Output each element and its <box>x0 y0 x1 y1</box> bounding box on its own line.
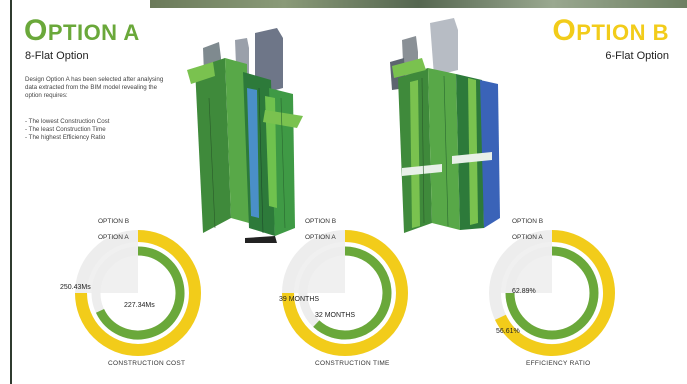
bullet-item: The highest Efficiency Ratio <box>25 134 175 142</box>
option-b-label: OPTION B <box>98 218 130 225</box>
option-b-value: 56.61% <box>496 328 520 335</box>
bullet-item: The least Construction Time <box>25 126 175 134</box>
chart-svg <box>282 230 408 356</box>
option-a-label: OPTION A <box>512 234 543 241</box>
option-b-label: OPTION B <box>512 218 544 225</box>
option-b-value: 39 MONTHS <box>279 296 320 303</box>
option-a-value: 227.34Ms <box>124 302 155 309</box>
chart-caption: CONSTRUCTION TIME <box>315 360 390 367</box>
option-a-arc <box>313 246 392 340</box>
option-a-subtitle: 8-Flat Option <box>25 50 89 62</box>
bullet-item: The lowest Construction Cost <box>25 118 175 126</box>
chart-caption: CONSTRUCTION COST <box>108 360 186 367</box>
option-a-value: 62.89% <box>512 288 536 295</box>
option-b-arc <box>282 230 408 356</box>
option-a-description: Design Option A has been selected after … <box>25 76 164 99</box>
option-b-building-image <box>390 18 500 233</box>
option-a-label: OPTION A <box>305 234 336 241</box>
chart-svg <box>75 230 201 356</box>
chart-construction-cost: OPTION B OPTION A 250.43Ms 227.34Ms CONS… <box>58 208 208 378</box>
option-b-arc <box>494 230 615 356</box>
option-b-value: 250.43Ms <box>60 284 91 291</box>
option-a-label: OPTION A <box>98 234 129 241</box>
chart-svg <box>489 230 615 356</box>
option-a-arc <box>505 246 599 340</box>
option-b-label: OPTION B <box>305 218 337 225</box>
option-a-value: 32 MONTHS <box>315 312 356 319</box>
chart-efficiency-ratio: OPTION B OPTION A 62.89% 56.61% EFFICIEN… <box>472 208 622 378</box>
option-a-title: OPTION A <box>24 14 140 47</box>
option-b-arc <box>75 230 201 356</box>
option-b-subtitle: 6-Flat Option <box>605 50 669 62</box>
option-a-bullets: The lowest Construction Cost The least C… <box>25 118 175 142</box>
option-b-title: OPTION B <box>552 14 669 47</box>
chart-construction-time: OPTION B OPTION A 39 MONTHS 32 MONTHS CO… <box>265 208 415 378</box>
option-a-arc <box>95 246 185 340</box>
chart-caption: EFFICIENCY RATIO <box>526 360 591 367</box>
top-photo-strip <box>150 0 687 8</box>
option-a-building-image <box>187 28 303 243</box>
left-frame-line <box>10 0 12 384</box>
